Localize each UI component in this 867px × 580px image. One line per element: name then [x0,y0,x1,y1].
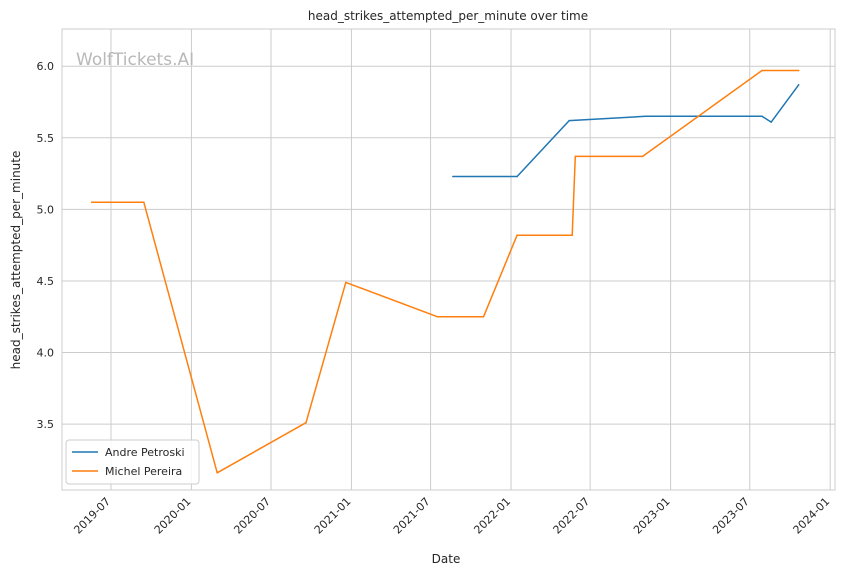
data-point-michel-pereira [305,421,307,424]
data-point-andre-petroski [761,115,763,118]
watermark-text: WolfTickets.AI [76,50,194,70]
data-point-michel-pereira [482,316,485,318]
data-point-michel-pereira [436,316,439,318]
legend: Andre Petroski Michel Pereira [65,439,200,485]
legend-box [65,439,200,485]
data-point-andre-petroski [797,84,800,86]
data-point-michel-pereira [641,155,644,158]
legend-label: Andre Petroski [105,446,185,459]
x-axis-title: Date [432,552,461,566]
y-tick-label: 5.0 [37,203,55,216]
data-point-michel-pereira [516,234,518,236]
data-point-andre-petroski [644,115,647,118]
y-tick-label: 5.5 [37,132,55,145]
data-point-michel-pereira [90,201,93,203]
data-point-michel-pereira [761,69,763,72]
data-point-michel-pereira [797,69,800,72]
data-point-andre-petroski [516,175,518,178]
data-point-michel-pereira [571,234,573,236]
data-point-andre-petroski [568,119,570,122]
data-point-michel-pereira [345,281,347,284]
series-layer [90,69,800,474]
y-tick-label: 3.5 [37,418,55,431]
y-tick-label: 6.0 [37,60,55,73]
plot-frame [61,28,836,491]
data-point-andre-petroski [452,175,454,178]
legend-label: Michel Pereira [105,465,182,478]
data-point-michel-pereira [574,155,577,158]
y-tick-label: 4.5 [37,275,55,288]
grid [62,29,835,490]
data-point-andre-petroski [770,121,772,123]
y-tick-label: 4.0 [37,347,55,360]
data-point-michel-pereira [216,472,218,474]
y-axis-title: head_strikes_attempted_per_minute [9,151,23,370]
data-point-michel-pereira [143,201,145,203]
chart-title: head_strikes_attempted_per_minute over t… [308,9,588,23]
